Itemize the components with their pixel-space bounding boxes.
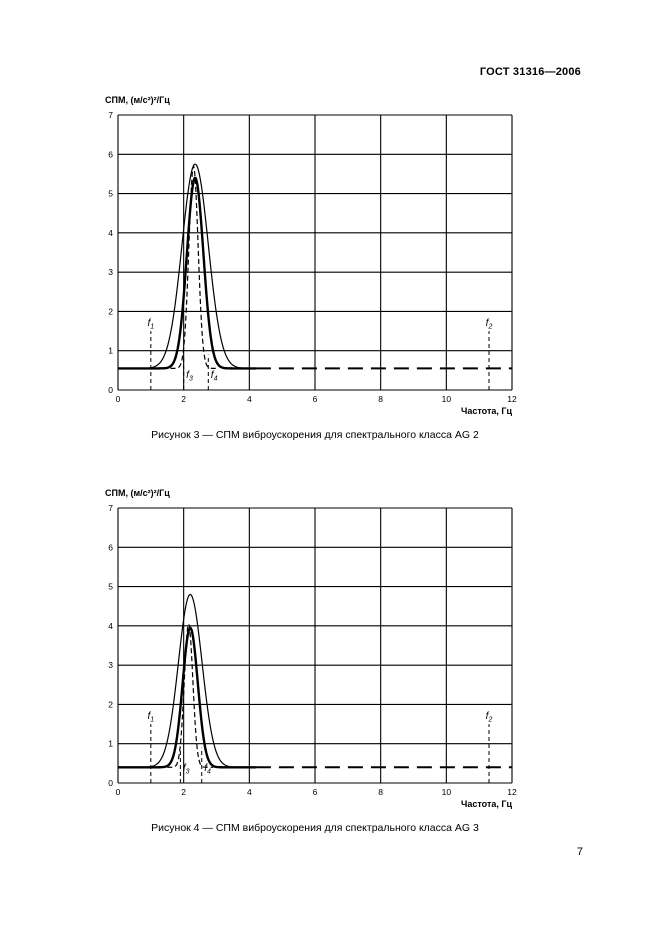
y-tick-label: 0 [108, 385, 113, 395]
x-tick-label: 10 [442, 787, 452, 797]
figure-3-caption: Рисунок 3 — СПМ виброускорения для спект… [151, 429, 479, 441]
x-axis-label: Частота, Гц [461, 799, 512, 809]
figure-4: 0 1 2 3 4 5 6 7 0 2 4 6 8 10 12 СПМ, (м/с²)²/Гц Частота,… [85, 481, 545, 834]
y-tick-label: 5 [108, 189, 113, 199]
y-tick-label: 2 [108, 699, 113, 709]
x-axis-label: Частота, Гц [461, 406, 512, 416]
y-tick-label: 0 [108, 778, 113, 788]
marker-label-f1: f1 [147, 318, 154, 331]
page-number: 7 [576, 846, 583, 858]
y-axis-label: СПМ, (м/с²)²/Гц [105, 488, 170, 498]
x-tick-label: 12 [507, 394, 517, 404]
psd-curve-envelope-inner [118, 626, 256, 769]
marker-label-f2: f2 [486, 318, 493, 331]
y-axis-label: СПМ, (м/с²)²/Гц [105, 95, 170, 105]
x-tick-label: 4 [247, 787, 252, 797]
y-tick-label: 1 [108, 739, 113, 749]
psd-curve-narrow-band [167, 623, 214, 768]
y-tick-label: 2 [108, 306, 113, 316]
x-tick-label: 2 [181, 394, 186, 404]
figure-3: 0 1 2 3 4 5 6 7 0 2 4 6 8 10 12 СПМ, (м/с²)²/Гц Частота,… [85, 88, 545, 441]
y-tick-label: 4 [108, 621, 113, 631]
x-tick-label: 2 [181, 787, 186, 797]
y-tick-label: 6 [108, 542, 113, 552]
document-header: ГОСТ 31316—2006 [479, 66, 581, 78]
psd-curve-narrow-band [170, 164, 217, 369]
x-tick-label: 0 [116, 394, 121, 404]
psd-curve-envelope-inner [118, 176, 256, 370]
y-tick-label: 5 [108, 582, 113, 592]
y-tick-label: 6 [108, 149, 113, 159]
y-tick-label: 7 [108, 110, 113, 120]
x-tick-label: 12 [507, 787, 517, 797]
marker-label-f3: f3 [186, 370, 193, 383]
x-tick-label: 6 [313, 787, 318, 797]
x-tick-label: 10 [442, 394, 452, 404]
psd-curve-envelope-outer [118, 593, 256, 768]
figure-4-caption: Рисунок 4 — СПМ виброускорения для спект… [151, 822, 479, 834]
x-tick-label: 4 [247, 394, 252, 404]
marker-label-f3: f3 [183, 763, 190, 776]
y-tick-label: 3 [108, 660, 113, 670]
x-tick-label: 6 [313, 394, 318, 404]
y-tick-label: 7 [108, 503, 113, 513]
x-tick-label: 8 [378, 787, 383, 797]
x-tick-label: 0 [116, 787, 121, 797]
marker-label-f2: f2 [486, 711, 493, 724]
marker-label-f4: f4 [211, 370, 218, 383]
marker-label-f4: f4 [204, 763, 211, 776]
y-tick-label: 3 [108, 267, 113, 277]
y-tick-label: 4 [108, 228, 113, 238]
marker-label-f1: f1 [147, 711, 154, 724]
y-tick-label: 1 [108, 346, 113, 356]
x-tick-label: 8 [378, 394, 383, 404]
